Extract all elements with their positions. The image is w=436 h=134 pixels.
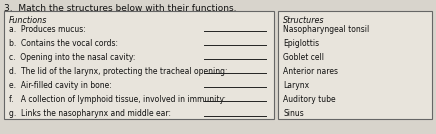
Text: Anterior nares: Anterior nares <box>283 67 338 76</box>
Text: Sinus: Sinus <box>283 109 304 118</box>
FancyBboxPatch shape <box>278 11 432 119</box>
Text: d.  The lid of the larynx, protecting the tracheal opening:: d. The lid of the larynx, protecting the… <box>9 67 228 76</box>
Text: g.  Links the nasopharynx and middle ear:: g. Links the nasopharynx and middle ear: <box>9 109 171 118</box>
Text: c.  Opening into the nasal cavity:: c. Opening into the nasal cavity: <box>9 53 135 62</box>
Text: 3.  Match the structures below with their functions.: 3. Match the structures below with their… <box>4 4 236 13</box>
FancyBboxPatch shape <box>4 11 274 119</box>
Text: Goblet cell: Goblet cell <box>283 53 324 62</box>
Text: Larynx: Larynx <box>283 81 309 90</box>
Text: Nasopharyngeal tonsil: Nasopharyngeal tonsil <box>283 25 369 34</box>
Text: Functions: Functions <box>9 16 48 25</box>
Text: Auditory tube: Auditory tube <box>283 95 336 104</box>
Text: f.   A collection of lymphoid tissue, involved in immunity:: f. A collection of lymphoid tissue, invo… <box>9 95 226 104</box>
Text: e.  Air-filled cavity in bone:: e. Air-filled cavity in bone: <box>9 81 112 90</box>
Text: b.  Contains the vocal cords:: b. Contains the vocal cords: <box>9 39 118 48</box>
Text: Epiglottis: Epiglottis <box>283 39 319 48</box>
Text: a.  Produces mucus:: a. Produces mucus: <box>9 25 86 34</box>
Text: Structures: Structures <box>283 16 324 25</box>
